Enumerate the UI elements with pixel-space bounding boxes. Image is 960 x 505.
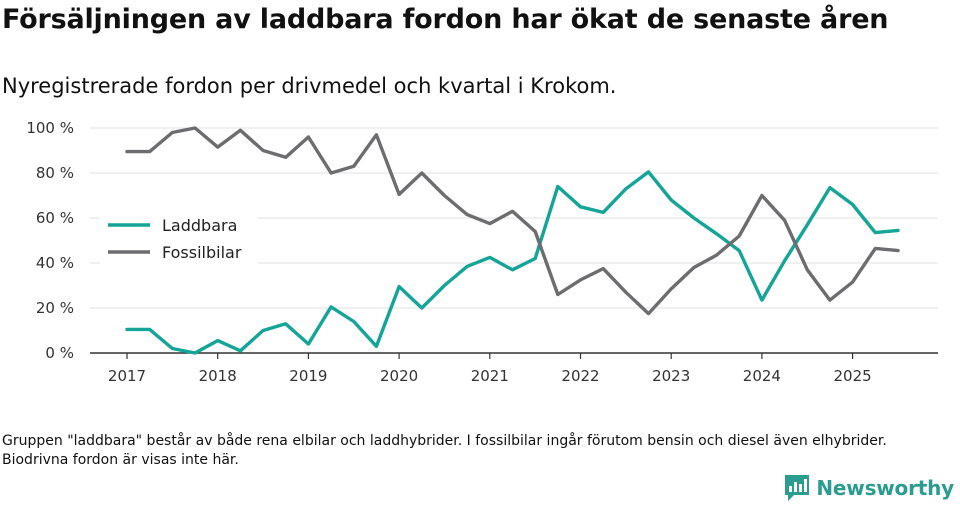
chart-series	[125, 126, 900, 355]
y-tick-label: 100 %	[26, 119, 74, 137]
x-tick-label: 2019	[289, 367, 327, 385]
legend-label-fossilbilar: Fossilbilar	[162, 243, 242, 262]
newsworthy-logo-icon	[785, 475, 810, 501]
y-tick-label: 20 %	[36, 299, 74, 317]
y-tick-label: 60 %	[36, 209, 74, 227]
page-subtitle: Nyregistrerade fordon per drivmedel och …	[2, 74, 617, 98]
x-tick-label: 2025	[834, 367, 872, 385]
x-tick-label: 2022	[561, 367, 599, 385]
series-line-fossilbilar	[125, 126, 900, 316]
brand-name: Newsworthy	[816, 476, 954, 500]
x-tick-label: 2017	[108, 367, 146, 385]
chart-footnote: Gruppen "laddbara" består av både rena e…	[2, 433, 887, 468]
x-tick-label: 2021	[471, 367, 509, 385]
y-axis-labels: 0 % 20 % 40 % 60 % 80 % 100 %	[26, 119, 74, 362]
x-tick-label: 2023	[652, 367, 690, 385]
x-axis: 2017 2018 2019 2020 2021 2022 2023 2024 2025	[90, 352, 938, 385]
page-title: Försäljningen av laddbara fordon har öka…	[2, 4, 889, 35]
x-tick-label: 2018	[199, 367, 237, 385]
chart-legend: Laddbara Fossilbilar	[100, 208, 258, 270]
series-line-laddbara	[125, 170, 900, 355]
x-tick-label: 2020	[380, 367, 418, 385]
legend-background	[100, 208, 258, 270]
x-tick-label: 2024	[743, 367, 781, 385]
y-tick-label: 80 %	[36, 164, 74, 182]
legend-label-laddbara: Laddbara	[162, 216, 237, 235]
y-tick-label: 0 %	[45, 344, 74, 362]
y-tick-label: 40 %	[36, 254, 74, 272]
line-chart: 0 % 20 % 40 % 60 % 80 % 100 % 2017 2018 2019 202…	[26, 119, 938, 385]
chart-grid	[90, 127, 938, 309]
brand-logo: Newsworthy	[784, 474, 954, 502]
